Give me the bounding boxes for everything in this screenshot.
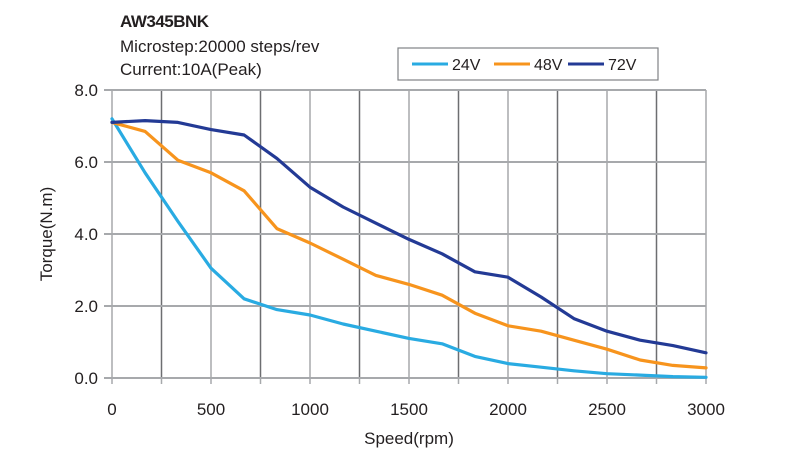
x-tick-label: 2000 [489, 400, 527, 419]
series-line-48v [110, 120, 708, 370]
chart-subtitle-microstep: Microstep:20000 steps/rev [120, 37, 320, 56]
legend: 24V 48V 72V [397, 47, 659, 81]
legend-label-24v: 24V [452, 57, 481, 74]
series-lines [110, 117, 708, 379]
y-tick-label: 4.0 [74, 225, 98, 244]
grid [104, 89, 707, 379]
legend-label-72v: 72V [608, 57, 637, 74]
y-tick-label: 6.0 [74, 153, 98, 172]
x-tick-label: 1500 [390, 400, 428, 419]
y-axis-label: Torque(N.m) [37, 187, 56, 281]
x-axis-label: Speed(rpm) [364, 429, 454, 448]
axes [111, 378, 707, 384]
chart-title: AW345BNK [120, 12, 209, 31]
series-line-72v [110, 118, 708, 355]
tick-labels: 0 500 1000 1500 2000 2500 3000 0.0 2.0 4.0 6.0 8.0 [74, 81, 725, 419]
y-tick-label: 0.0 [74, 369, 98, 388]
x-tick-label: 2500 [588, 400, 626, 419]
series-line-24v [110, 117, 708, 379]
y-tick-label: 8.0 [74, 81, 98, 100]
x-tick-label: 1000 [291, 400, 329, 419]
x-tick-label: 3000 [687, 400, 725, 419]
x-tick-label: 500 [197, 400, 225, 419]
y-tick-label: 2.0 [74, 297, 98, 316]
legend-label-48v: 48V [534, 57, 563, 74]
chart-subtitle-current: Current:10A(Peak) [120, 60, 262, 79]
x-tick-label: 0 [107, 400, 116, 419]
